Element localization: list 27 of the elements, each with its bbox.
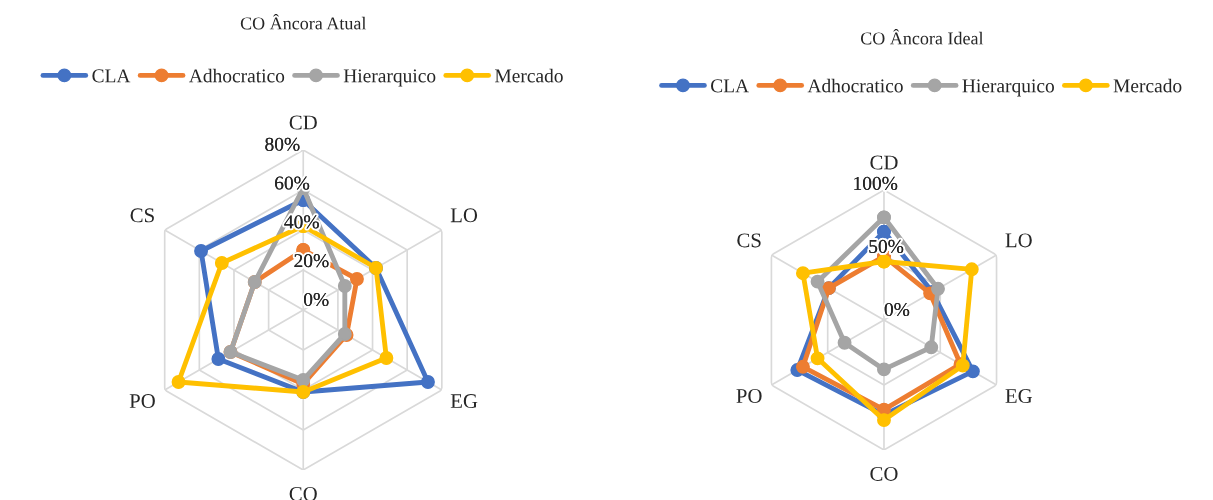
y-tick-label: 60% (275, 176, 310, 190)
y-tick-label: 80% (265, 137, 300, 151)
chart-title: CO Âncora Ideal (860, 28, 984, 45)
spoke-label: PO (129, 394, 155, 409)
legend-label: CLA (92, 69, 131, 83)
spoke-label: CS (737, 233, 761, 248)
legend-label: Adhocratico (188, 68, 285, 83)
spoke-label: CD (870, 155, 898, 170)
spoke-label: EG (1005, 389, 1033, 404)
spoke-label: PO (736, 389, 762, 404)
y-tick-label: 0% (884, 302, 910, 317)
spoke-label: CS (130, 208, 154, 223)
chart-title: CO Âncora Atual (240, 13, 367, 30)
spoke-label: LO (1005, 233, 1032, 248)
legend-label: Hierarquico (962, 79, 1054, 97)
spoke-label: LO (450, 208, 478, 223)
legend-label: CLA (711, 79, 749, 93)
spoke-label: EG (450, 394, 478, 409)
y-tick-label: 0% (303, 292, 329, 307)
spoke-label: CO (289, 486, 317, 500)
y-tick-label: 100% (854, 176, 898, 190)
legend-label: Adhocratico (807, 78, 903, 93)
spoke-label: CD (289, 115, 317, 130)
legend-label: Mercado (1113, 78, 1182, 93)
legend-label: Hierarquico (343, 69, 436, 87)
legend-label: Mercado (494, 68, 563, 83)
spoke-label: CO (870, 466, 898, 481)
